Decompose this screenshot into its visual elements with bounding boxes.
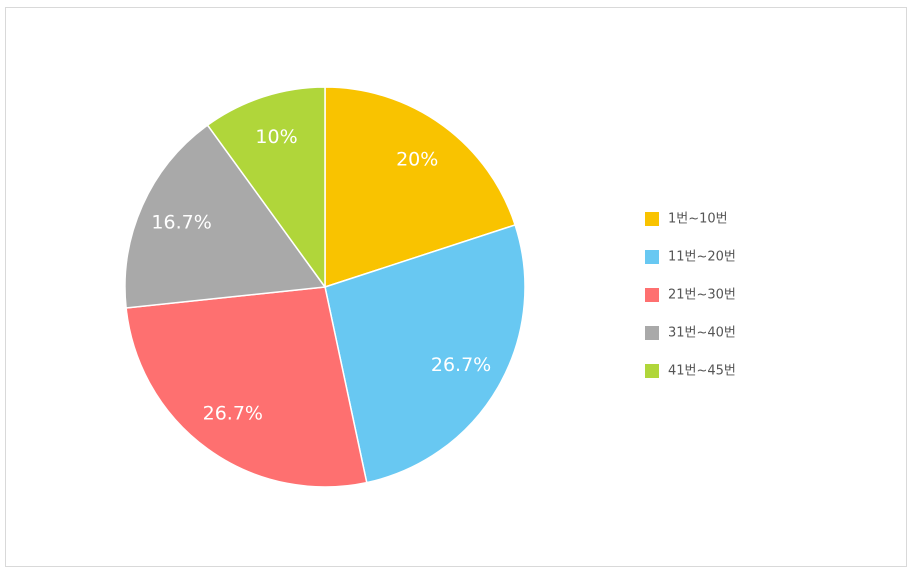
legend-label: 11번~20번	[668, 250, 736, 265]
pie-slice	[124, 124, 327, 309]
legend-label: 21번~30번	[668, 288, 736, 303]
legend-label: 31번~40번	[668, 326, 736, 341]
legend-swatch	[645, 288, 659, 302]
legend-swatch	[645, 250, 659, 264]
pie-slice	[324, 224, 526, 484]
legend-label: 41번~45번	[668, 364, 736, 379]
data-label: 26.7%	[431, 354, 491, 376]
pie-slice	[125, 286, 368, 488]
data-label: 20%	[396, 148, 438, 170]
legend-swatch	[645, 364, 659, 378]
pie-slice	[206, 86, 326, 290]
legend-swatch	[645, 212, 659, 226]
legend-swatch	[645, 326, 659, 340]
data-label: 26.7%	[203, 403, 263, 425]
data-label: 10%	[255, 126, 297, 148]
legend-label: 1번~10번	[668, 212, 728, 227]
pie-slice	[324, 86, 517, 289]
data-label: 16.7%	[151, 212, 211, 234]
